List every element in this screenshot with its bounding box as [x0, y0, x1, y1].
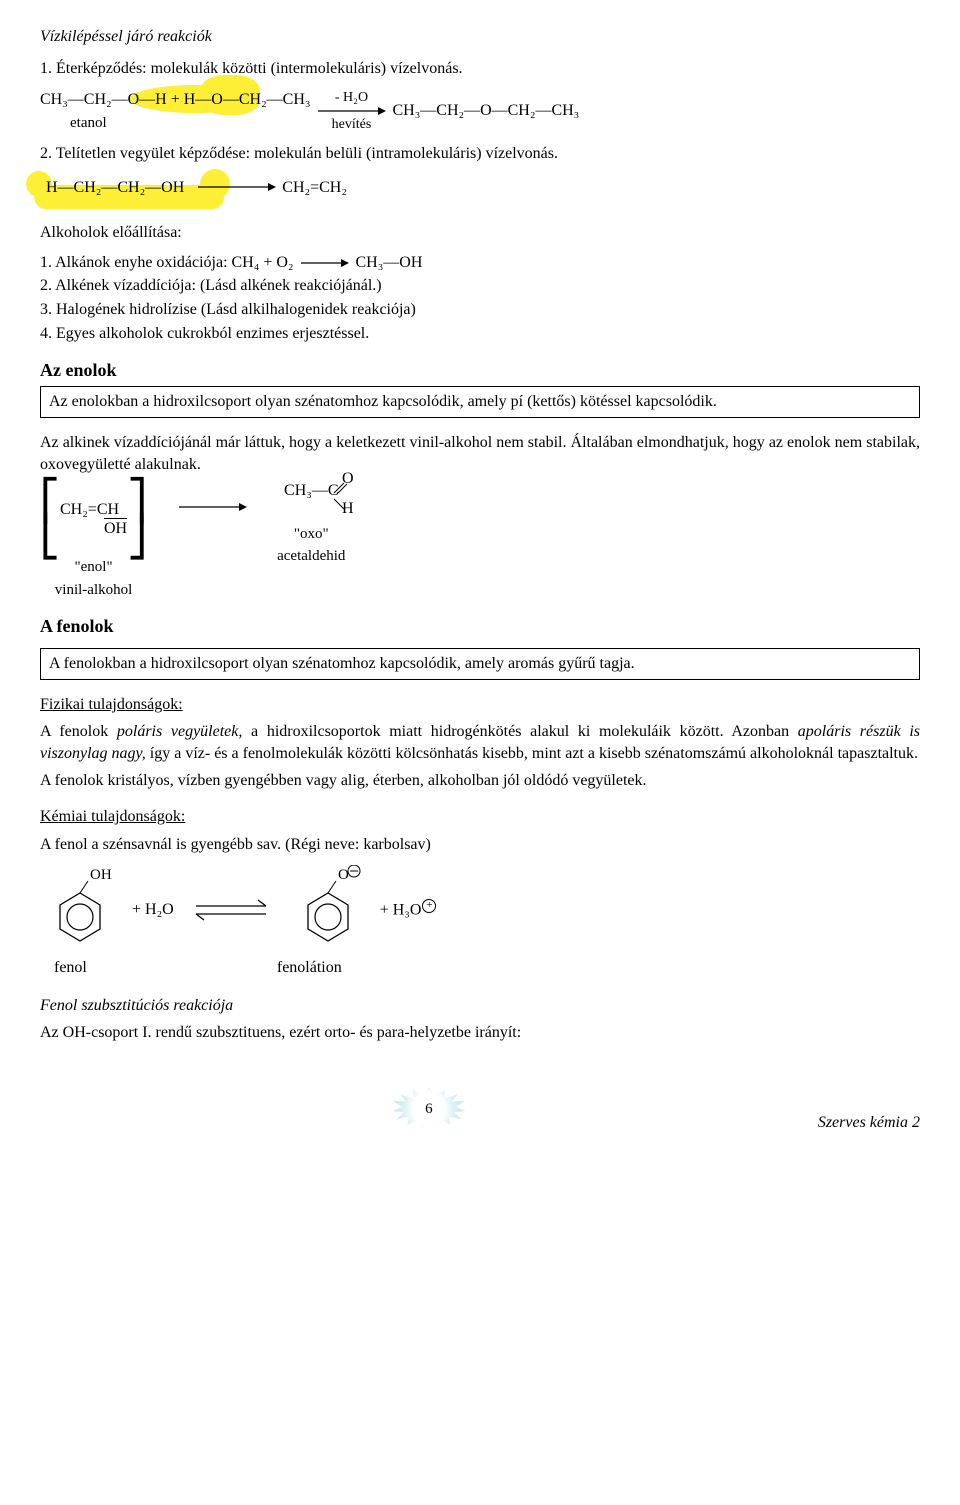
page-number-badge: 6 — [389, 1084, 469, 1134]
oxo-h: H — [342, 501, 354, 518]
page-footer: 6 Szerves kémia 2 — [40, 1084, 920, 1134]
alk1b: CH₃—OH — [355, 252, 422, 274]
phenolate-label: fenolátion — [277, 957, 342, 979]
kem-paragraph-1: A fenol a szénsavnál is gyengébb sav. (R… — [40, 834, 920, 856]
enol-arrow — [177, 501, 247, 513]
react1-left1: CH₃—CH₂—O—H — [40, 91, 167, 108]
etanol-label: etanol — [70, 113, 107, 133]
fiz-p1-b: poláris vegyületek, — [117, 723, 243, 740]
alcohol-head: Alkoholok előállítása: — [40, 222, 920, 244]
phenol-label: fenol — [54, 957, 87, 979]
fiz-p1-a: A fenolok — [40, 723, 117, 740]
enol-diagram: ⎡⎣ CH₂=CH OH ⎤⎦ "enol" vinil-alkohol O C… — [40, 483, 920, 600]
phenolate-structure: O — [288, 865, 368, 955]
oxo-label2: acetaldehid — [277, 546, 345, 566]
fiz-p1-e: így a víz- és a fenolmolekulák közötti k… — [146, 745, 918, 762]
phenol-oh-text: OH — [90, 867, 112, 883]
enolok-paragraph: Az alkinek vízaddíciójánál már láttuk, h… — [40, 432, 920, 475]
arrow-bottom: hevítés — [332, 117, 372, 132]
item-2: 2. Telítetlen vegyület képződése: moleku… — [40, 143, 920, 165]
subst-head: Fenol szubsztitúciós reakciója — [40, 995, 920, 1017]
bracket-right: ⎤⎦ — [127, 483, 147, 555]
enolok-head: Az enolok — [40, 358, 920, 382]
fiz-paragraph-2: A fenolok kristályos, vízben gyengébben … — [40, 770, 920, 792]
section-title: Vízkilépéssel járó reakciók — [40, 26, 920, 48]
vinyl-top: CH₂=CH — [60, 501, 119, 519]
fenolok-box: A fenolokban a hidroxilcsoport olyan szé… — [40, 648, 920, 680]
phenol-equilibrium: OH + H₂O O + H₃O+ — [40, 865, 920, 955]
fiz-paragraph-1: A fenolok poláris vegyületek, a hidroxil… — [40, 721, 920, 764]
alk-line-4: 4. Egyes alkoholok cukrokból enzimes erj… — [40, 323, 920, 345]
bracket-left: ⎡⎣ — [40, 483, 60, 555]
alk-line-1: 1. Alkánok enyhe oxidációja: CH₄ + O₂ CH… — [40, 252, 920, 274]
reaction-1: CH₃—CH₂—O—H + H—O—CH₂—CH₃ etanol - H₂O h… — [40, 89, 920, 133]
reaction-2-arrow — [196, 181, 276, 193]
plus-h3o-text: + H₃O — [380, 902, 422, 919]
reaction-2: H—CH₂—CH₂—OH CH₂=CH₂ — [40, 175, 920, 201]
oxo-main: CH₃—C — [284, 482, 338, 499]
fiz-p1-c: a hidroxilcsoportok miatt hidrogénkötés … — [242, 723, 797, 740]
vinyl-label2: vinil-alkohol — [55, 580, 133, 600]
arrow-top: - H₂O — [335, 90, 368, 105]
equilibrium-arrow — [186, 896, 276, 924]
react2-left: H—CH₂—CH₂—OH — [46, 179, 184, 196]
fenolok-head: A fenolok — [40, 614, 920, 638]
react2-product: CH₂=CH₂ — [282, 177, 347, 199]
react1-plus: + — [171, 91, 180, 108]
alk-line-3: 3. Halogének hidrolízise (Lásd alkilhalo… — [40, 299, 920, 321]
footer-title: Szerves kémia 2 — [818, 1112, 920, 1134]
fiz-head: Fizikai tulajdonságok: — [40, 696, 183, 713]
plus-h3o: + H₃O+ — [380, 899, 437, 921]
react1-left2: H—O—CH₂—CH₃ — [184, 91, 311, 108]
enolok-box: Az enolokban a hidroxilcsoport olyan szé… — [40, 386, 920, 418]
oxo-label1: "oxo" — [294, 524, 329, 544]
vinyl-oh: OH — [104, 518, 127, 538]
page-number: 6 — [425, 1099, 433, 1119]
alk-line-2: 2. Alkének vízaddíciója: (Lásd alkének r… — [40, 275, 920, 297]
item-1: 1. Éterképződés: molekulák közötti (inte… — [40, 58, 920, 80]
plus-sign-icon: + — [422, 899, 436, 913]
vinyl-label1: "enol" — [75, 557, 113, 577]
phenol-structure: OH — [40, 865, 120, 955]
react1-product: CH₃—CH₂—O—CH₂—CH₃ — [392, 100, 579, 122]
subst-paragraph: Az OH-csoport I. rendű szubsztituens, ez… — [40, 1022, 920, 1044]
reaction-1-arrow: - H₂O hevítés — [316, 90, 386, 133]
alk1a: 1. Alkánok enyhe oxidációja: CH₄ + O₂ — [40, 252, 293, 274]
kem-head: Kémiai tulajdonságok: — [40, 808, 185, 825]
svg-text:O: O — [338, 867, 349, 883]
plus-h2o: + H₂O — [132, 899, 174, 921]
